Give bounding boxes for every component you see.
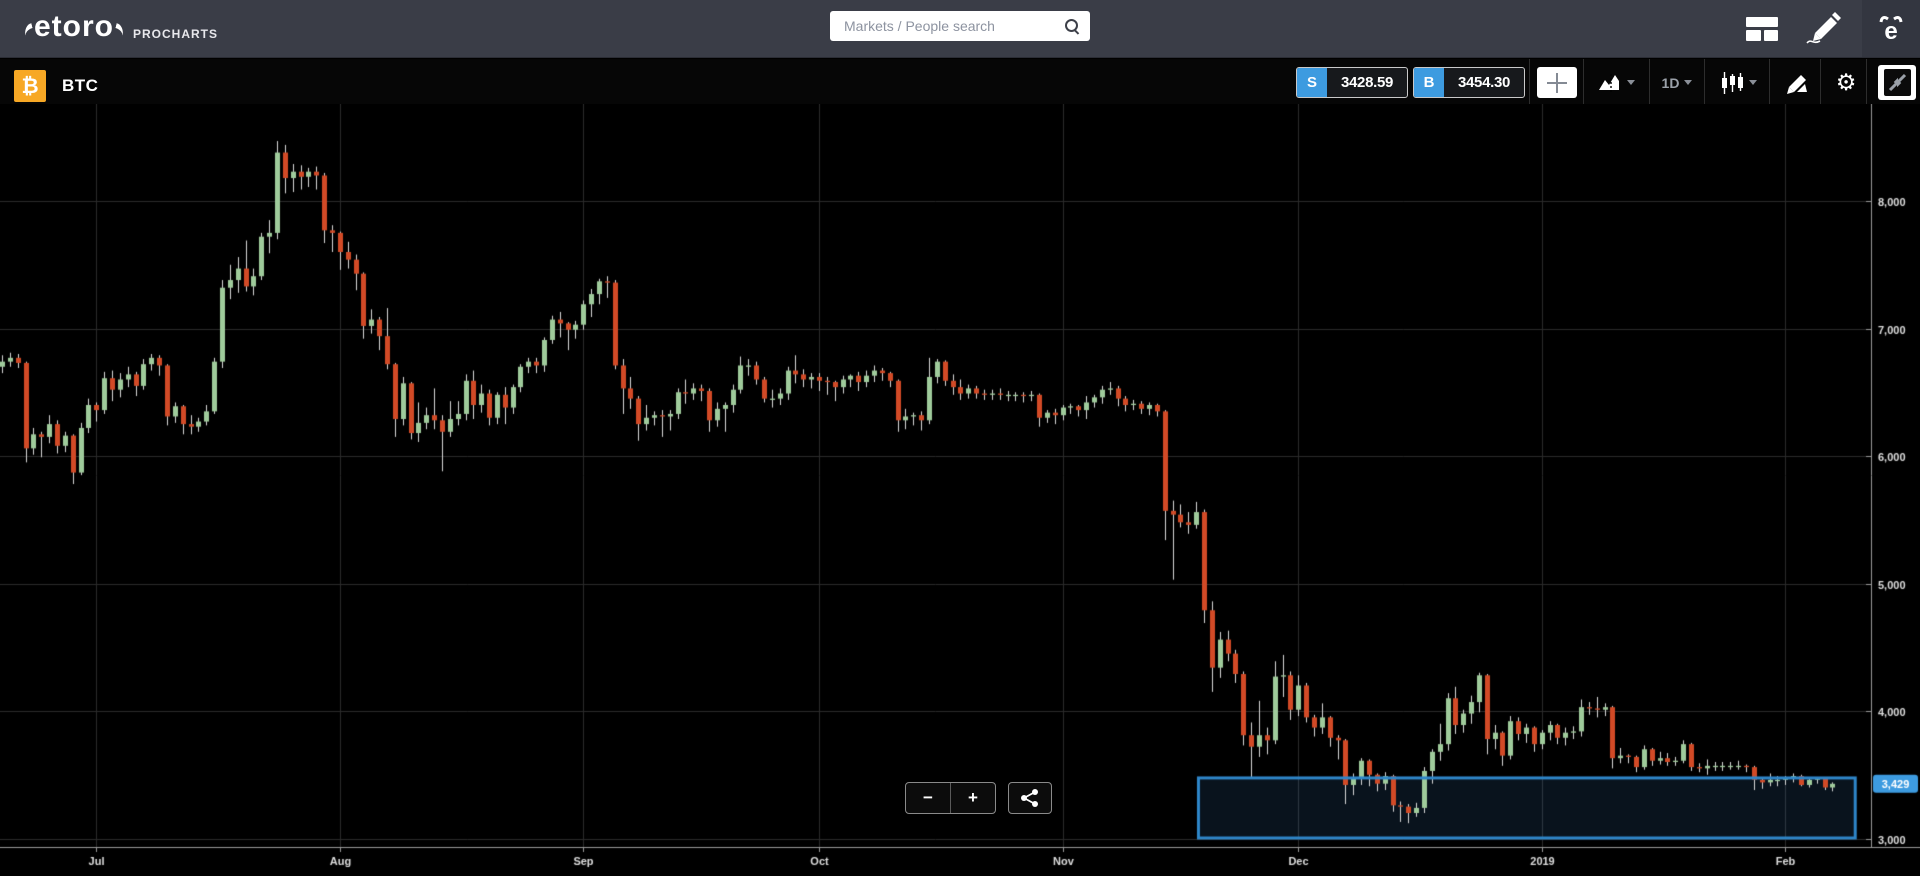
chevron-down-icon [1684,80,1693,85]
zoom-divider [950,783,951,813]
logo-left-horn-icon [22,23,35,37]
collapse-chart-button[interactable] [1878,65,1916,100]
top-nav: etoro PROCHARTS [0,0,1920,58]
chart-style-button[interactable] [1588,67,1644,98]
layout-grid-button[interactable] [1736,0,1788,57]
chart-zoom-controls: − + [905,782,1052,814]
candlestick-chart[interactable] [0,104,1920,876]
candles-icon [1721,71,1743,94]
layout-grid-icon [1746,16,1778,41]
drawing-tools-button[interactable] [1774,67,1818,98]
search-icon[interactable] [1064,18,1080,34]
toolbar-divider [1704,59,1705,104]
sell-price: 3428.59 [1340,74,1394,91]
zoom-button-group: − + [905,782,996,814]
brush-icon [1787,74,1807,94]
search-box[interactable] [830,11,1090,41]
nav-right-panel [1862,0,1920,57]
toolbar-divider [1769,59,1770,104]
chevron-down-icon [1626,80,1635,85]
logo-right-horn-icon [113,23,126,37]
toolbar-divider [1583,59,1584,104]
crosshair-icon [1546,72,1568,94]
draw-mode-button[interactable] [1796,0,1848,57]
collapse-icon [1883,69,1911,96]
buy-button[interactable]: B 3454.30 [1413,67,1525,98]
share-button[interactable] [1008,782,1052,814]
zoom-out-button[interactable]: − [923,788,933,807]
toolbar-divider [1866,59,1867,104]
share-icon [1021,789,1038,807]
svg-text:e: e [1884,18,1897,45]
instrument-symbol[interactable]: BTC [62,76,99,95]
gear-icon: ⚙ [1835,69,1857,96]
toolbar-divider [1820,59,1821,104]
zoom-in-button[interactable]: + [968,788,978,807]
timeframe-button[interactable]: 1D [1652,67,1702,98]
buy-price: 3454.30 [1457,74,1511,91]
instrument-bar: ₿ BTC S 3428.59 B 3454.30 1D [0,59,1920,104]
sell-tag: S [1297,68,1327,97]
chevron-down-icon [1748,80,1757,85]
crosshair-tool-button[interactable] [1537,67,1577,98]
chart-type-button[interactable] [1710,67,1766,98]
etoro-profile-button[interactable]: e [1862,0,1920,57]
search-input[interactable] [830,11,1090,41]
buy-tag: B [1414,68,1444,97]
logo-text: etoro [34,10,114,43]
settings-button[interactable]: ⚙ [1824,67,1868,98]
timeframe-label: 1D [1661,74,1680,91]
chart-style-icon [1598,73,1619,92]
toolbar-divider [1649,59,1650,104]
etoro-logo[interactable]: etoro PROCHARTS [22,10,219,44]
pencil-icon [1806,11,1841,44]
toolbar-divider [1529,59,1530,104]
btc-icon: ₿ [14,70,46,102]
logo-subtitle: PROCHARTS [133,27,219,41]
etoro-bull-icon: e [1879,15,1903,45]
sell-button[interactable]: S 3428.59 [1296,67,1408,98]
